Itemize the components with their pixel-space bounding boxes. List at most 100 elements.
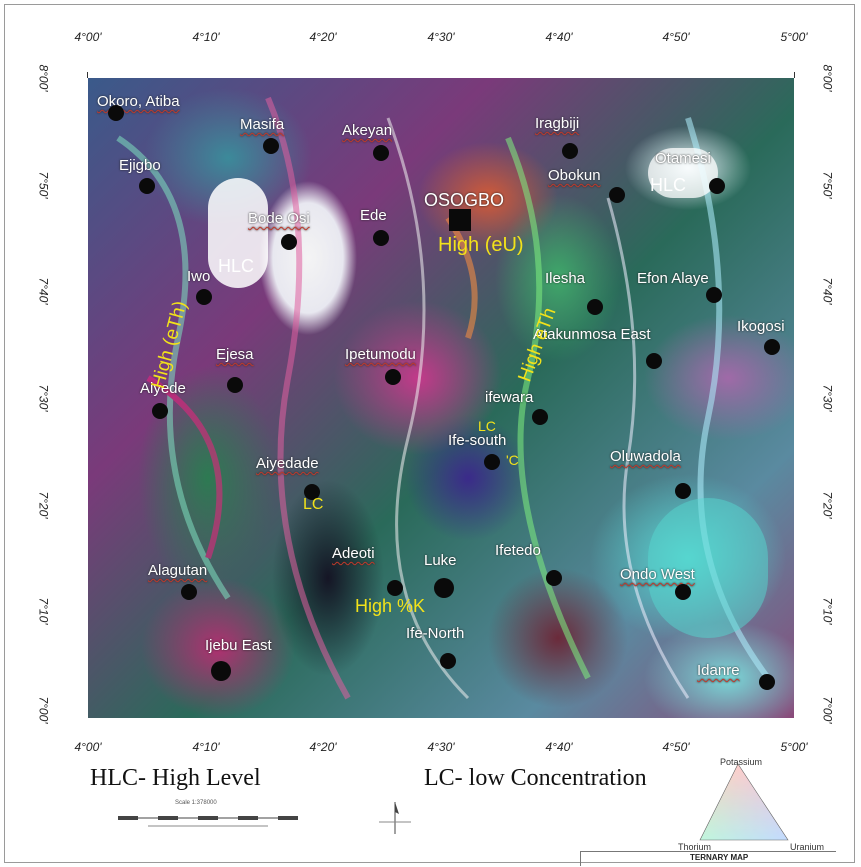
town-marker [108,105,124,121]
town-marker [211,661,231,681]
town-label: Efon Alaye [637,270,709,287]
graticule-bottom-label: 5°00' [780,740,808,754]
town-marker [304,484,320,500]
graticule-left-label: 7°40' [36,277,51,305]
zone-label-high-k: High %K [355,596,426,616]
town-label: Ondo West [620,566,695,583]
map-texture [116,96,771,700]
scale-bar [118,816,298,827]
town-marker [675,483,691,499]
ternary-title: TERNARY MAP [690,853,749,862]
town-marker [675,584,691,600]
town-label: Obokun [548,167,601,184]
zone-label-lc: LC [303,496,324,513]
legend-lc: LC- low Concentration [424,765,647,791]
town-marker [152,403,168,419]
ternary-label-uranium: Uranium [790,842,825,852]
town-label: Masifa [240,116,285,133]
town-label: Oluwadola [610,448,681,465]
town-marker [196,289,212,305]
town-label: Alagutan [148,562,208,579]
graticule-bottom-label: 4°10' [192,740,220,754]
town-marker [373,230,389,246]
town-label: Ife-south [448,432,507,449]
graticule-left-label: 7°00' [36,696,51,724]
town-marker [609,187,625,203]
town-marker [587,299,603,315]
town-label: Aiyedade [256,455,319,472]
town-marker [562,143,578,159]
scale-text: Scale 1:378000 [175,800,217,806]
zone-label-hlc: HLC [218,256,255,276]
town-label: Ejesa [216,346,254,363]
graticule-right-label: 7°50' [820,171,835,199]
graticule-left-label: 7°10' [36,597,51,625]
town-marker [646,353,662,369]
town-marker [709,178,725,194]
town-marker [706,287,722,303]
graticule-right-label: 7°10' [820,597,835,625]
town-label: Ejigbo [119,157,161,174]
graticule-top-label: 4°20' [309,30,337,44]
town-label: Luke [424,552,457,569]
town-label: Adeoti [332,545,375,562]
town-marker [387,580,403,596]
town-marker [434,578,454,598]
town-marker [546,570,562,586]
tick-mark [794,72,795,78]
town-label: ifewara [485,389,534,406]
graticule-right-label: 7°30' [820,384,835,412]
town-label: Aiyede [140,380,186,397]
graticule-bottom-label: 4°00' [74,740,102,754]
graticule-left-label: 7°20' [36,491,51,519]
town-marker [759,674,775,690]
zone-label-high-eu: High (eU) [438,234,524,256]
graticule-bottom-label: 4°40' [545,740,573,754]
town-marker [764,339,780,355]
town-label: Otamesi [655,150,711,167]
town-marker [263,138,279,154]
graticule-right-label: 7°20' [820,491,835,519]
graticule-top-label: 4°40' [545,30,573,44]
zone-label-lc: LC [478,418,496,434]
town-label: Ikogosi [737,318,785,335]
town-label: Ede [360,207,387,224]
capital-marker [449,209,471,231]
graticule-top-label: 5°00' [780,30,808,44]
ternary-title-box [580,851,836,866]
graticule-bottom-label: 4°50' [662,740,690,754]
graticule-bottom-label: 4°30' [427,740,455,754]
town-marker [373,145,389,161]
ternary-legend-triangle [699,763,789,841]
town-label: OSOGBO [424,190,505,210]
zone-label-lc: 'C [506,452,519,468]
town-label: Iragbiji [535,115,580,132]
town-marker [181,584,197,600]
town-marker [227,377,243,393]
graticule-top-label: 4°00' [74,30,102,44]
graticule-right-label: 7°40' [820,277,835,305]
north-arrow-icon [379,802,411,834]
town-label: Ifetedo [495,542,541,559]
graticule-left-label: 7°50' [36,171,51,199]
town-label: Bode Osi [248,210,310,227]
town-marker [532,409,548,425]
map-frame [4,4,855,863]
town-label: Akeyan [342,122,393,139]
town-label: Ijebu East [205,637,272,654]
town-marker [281,234,297,250]
town-marker [484,454,500,470]
zone-label-hlc: HLC [650,175,687,195]
town-label: Ipetumodu [345,346,416,363]
graticule-left-label: 8°00' [36,64,51,92]
town-marker [440,653,456,669]
town-label: Ilesha [545,270,586,287]
ternary-label-thorium: Thorium [678,842,712,852]
town-marker [139,178,155,194]
ternary-label-potassium: Potassium [720,757,763,767]
graticule-top-label: 4°50' [662,30,690,44]
town-label: Idanre [697,662,740,679]
graticule-left-label: 7°30' [36,384,51,412]
town-label: Atakunmosa East [533,326,651,343]
graticule-right-label: 7°00' [820,696,835,724]
